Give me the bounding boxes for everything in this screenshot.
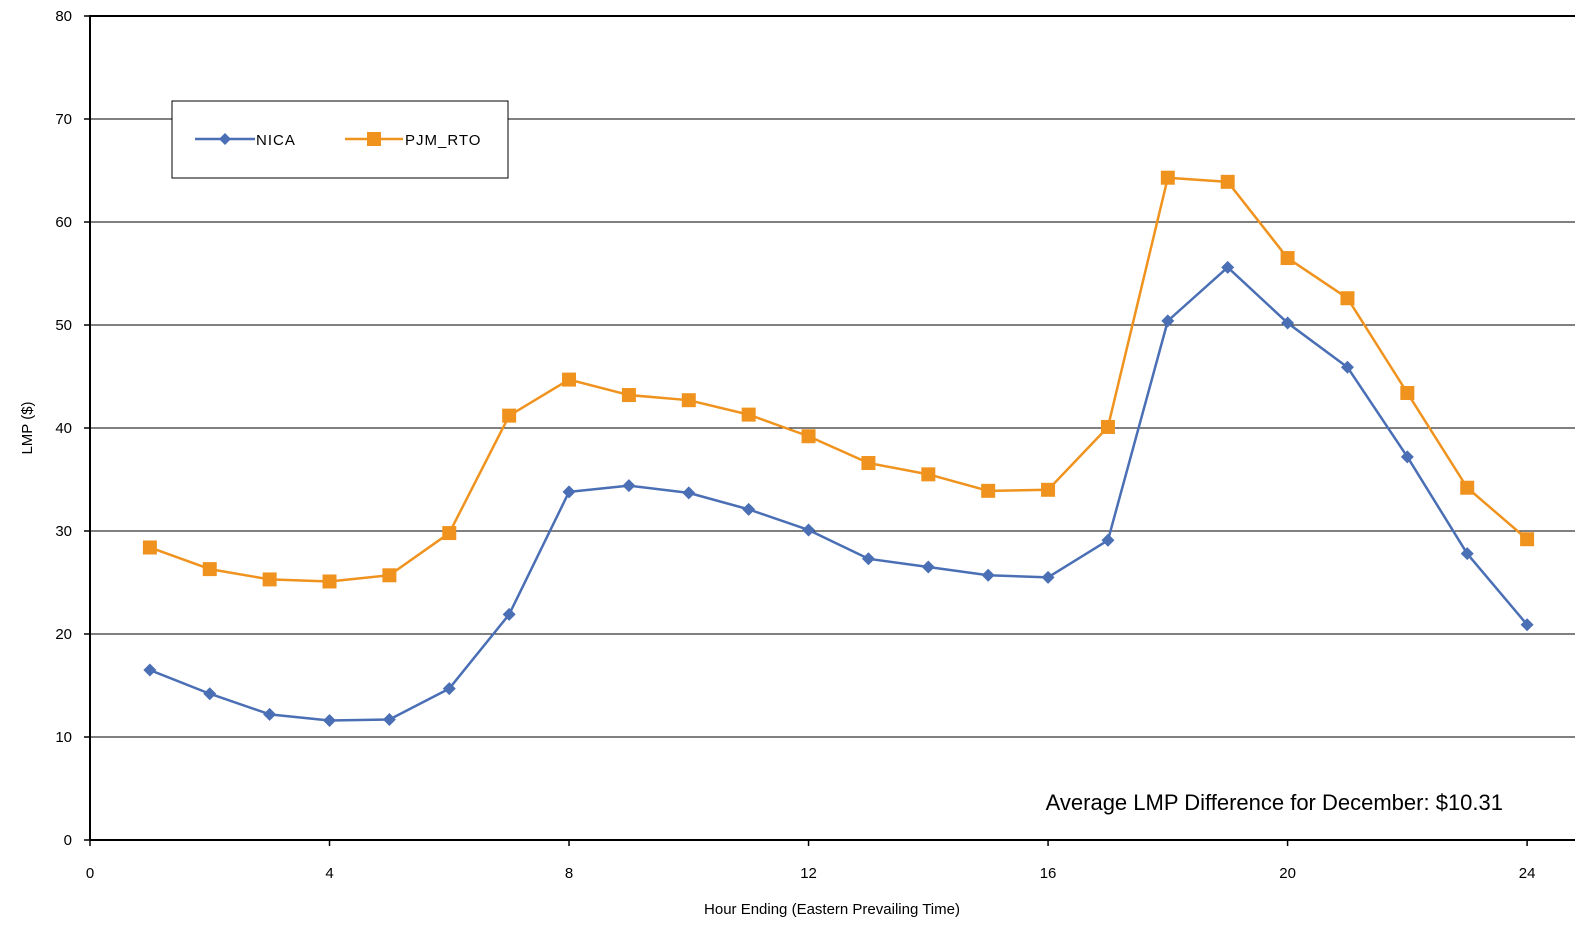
series-layer: [142, 170, 1535, 728]
data-point-nica: [203, 687, 217, 701]
data-point-nica: [382, 712, 396, 726]
x-tick-label: 8: [565, 865, 573, 882]
legend-label-pjm-rto: PJM_RTO: [405, 132, 481, 149]
data-point-pjm-rto: [681, 393, 696, 408]
data-point-pjm-rto: [741, 407, 756, 422]
legend: NICA PJM_RTO: [171, 100, 509, 179]
data-point-nica: [323, 714, 337, 728]
y-tick-label: 20: [55, 626, 72, 643]
y-axis-title: LMP ($): [19, 401, 36, 454]
y-tick-label: 50: [55, 317, 72, 334]
data-point-pjm-rto: [621, 388, 636, 403]
data-point-pjm-rto: [1340, 291, 1355, 306]
x-tick-label: 12: [800, 865, 817, 882]
y-tick-labels: 0 10 20 30 40 50 60 70 80: [55, 8, 90, 849]
data-point-nica: [742, 502, 756, 516]
data-point-nica: [1281, 316, 1295, 330]
x-tick-labels: 0 4 8 12 16 20 24: [86, 840, 1536, 882]
data-point-pjm-rto: [1220, 174, 1235, 189]
data-point-nica: [1221, 260, 1235, 274]
data-point-nica: [1101, 533, 1115, 547]
series-line-pjm-rto: [149, 176, 1528, 583]
average-lmp-annotation: Average LMP Difference for December: $10…: [1046, 790, 1503, 815]
y-tick-label: 40: [55, 420, 72, 437]
y-tick-label: 70: [55, 111, 72, 128]
data-point-pjm-rto: [1400, 385, 1415, 400]
x-tick-label: 24: [1519, 865, 1536, 882]
x-tick-label: 16: [1040, 865, 1057, 882]
legend-marker-pjm-rto: [367, 132, 381, 146]
data-point-nica: [802, 523, 816, 537]
data-point-pjm-rto: [1460, 480, 1475, 495]
data-point-nica: [263, 707, 277, 721]
data-point-pjm-rto: [981, 483, 996, 498]
x-axis-title: Hour Ending (Eastern Prevailing Time): [704, 901, 960, 918]
data-point-pjm-rto: [562, 372, 577, 387]
data-point-nica: [442, 682, 456, 696]
data-point-pjm-rto: [1280, 251, 1295, 266]
data-point-nica: [1041, 570, 1055, 584]
data-point-pjm-rto: [322, 574, 337, 589]
y-tick-label: 80: [55, 8, 72, 25]
gridlines: [90, 118, 1575, 738]
data-point-nica: [1400, 450, 1414, 464]
data-point-pjm-rto: [1100, 419, 1115, 434]
y-tick-label: 0: [64, 832, 72, 849]
data-point-nica: [861, 552, 875, 566]
series-line-nica: [149, 266, 1529, 722]
y-tick-label: 30: [55, 523, 72, 540]
legend-marker-nica: [219, 133, 231, 145]
data-point-nica: [921, 560, 935, 574]
data-point-pjm-rto: [382, 568, 397, 583]
data-point-nica: [981, 568, 995, 582]
data-point-pjm-rto: [1520, 532, 1535, 547]
data-point-nica: [502, 607, 516, 621]
data-point-pjm-rto: [142, 540, 157, 555]
data-point-pjm-rto: [801, 429, 816, 444]
data-point-pjm-rto: [262, 572, 277, 587]
x-tick-label: 4: [325, 865, 333, 882]
data-point-pjm-rto: [921, 467, 936, 482]
data-point-nica: [682, 486, 696, 500]
x-tick-label: 0: [86, 865, 94, 882]
data-point-nica: [562, 485, 576, 499]
data-point-pjm-rto: [861, 456, 876, 471]
x-tick-label: 20: [1279, 865, 1296, 882]
data-point-nica: [143, 663, 157, 677]
y-tick-label: 10: [55, 729, 72, 746]
data-point-pjm-rto: [202, 562, 217, 577]
data-point-nica: [1520, 618, 1534, 632]
data-point-pjm-rto: [1160, 170, 1175, 185]
data-point-nica: [1340, 360, 1354, 374]
data-point-nica: [1161, 314, 1175, 328]
data-point-pjm-rto: [502, 408, 517, 423]
legend-label-nica: NICA: [256, 132, 296, 149]
data-point-pjm-rto: [442, 526, 457, 541]
data-point-pjm-rto: [1041, 482, 1056, 497]
data-point-nica: [1460, 547, 1474, 561]
y-tick-label: 60: [55, 214, 72, 231]
data-point-nica: [622, 479, 636, 493]
